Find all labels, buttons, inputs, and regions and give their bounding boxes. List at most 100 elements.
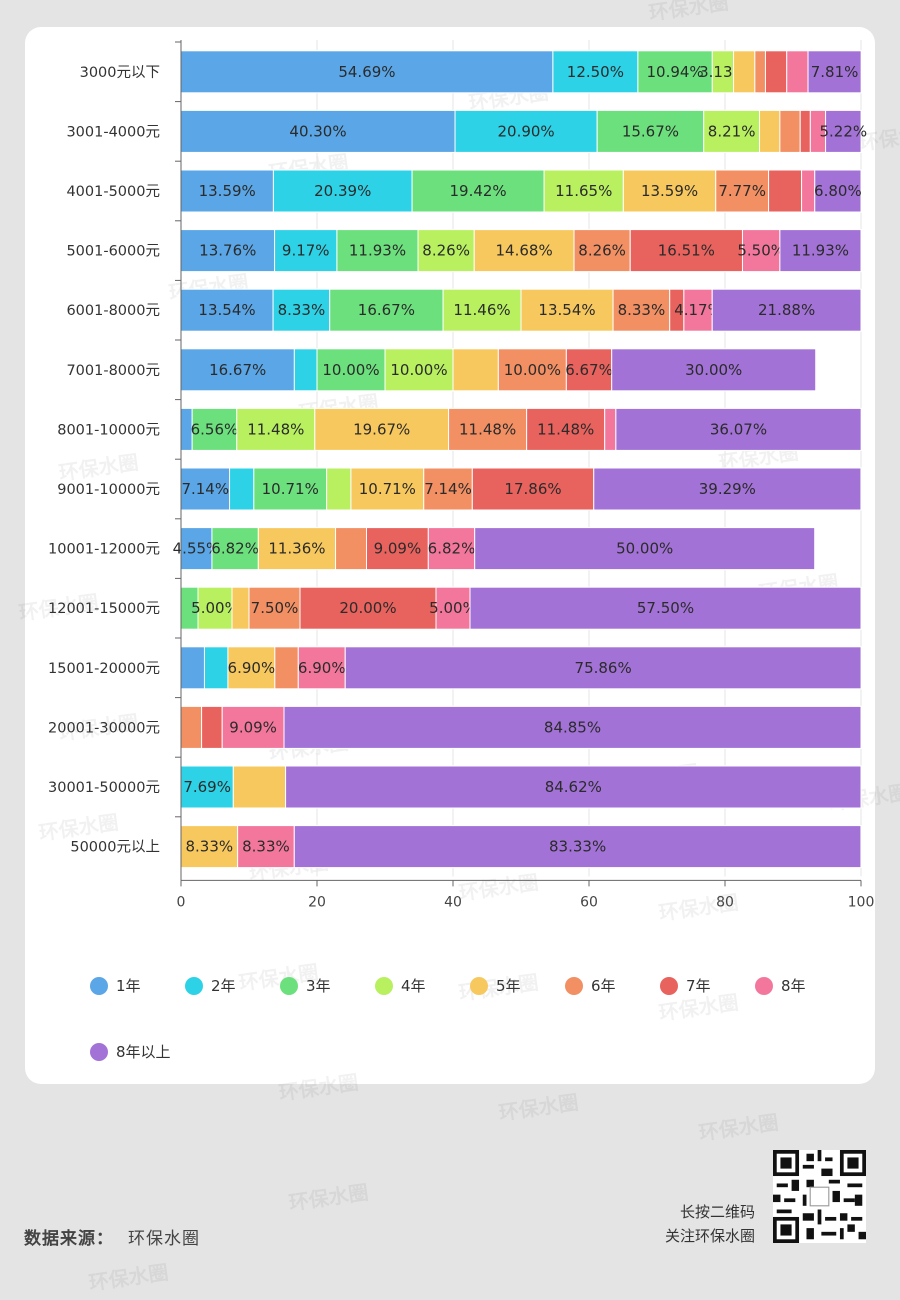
legend-item[interactable]: 2年 [185,975,236,996]
bar-segment[interactable] [350,467,425,511]
bar-segment[interactable] [814,169,862,213]
bar-segment[interactable] [764,50,788,94]
legend-item[interactable]: 8年 [755,975,806,996]
bar-segment[interactable] [442,288,522,332]
bar-segment[interactable] [274,646,299,690]
bar-segment[interactable] [314,407,450,451]
bar-segment[interactable] [180,646,205,690]
bar-segment[interactable] [573,229,631,273]
bar-segment[interactable] [452,348,499,392]
bar-segment[interactable] [471,467,595,511]
bar-segment[interactable] [203,646,229,690]
bar-segment[interactable] [612,288,671,332]
bar-segment[interactable] [211,527,259,571]
bar-segment[interactable] [683,288,713,332]
bar-segment[interactable] [272,288,331,332]
bar-segment[interactable] [417,229,475,273]
bar-segment[interactable] [180,765,234,809]
bar-segment[interactable] [272,169,413,213]
bar-segment[interactable] [274,229,338,273]
bar-segment[interactable] [543,169,624,213]
legend-item[interactable]: 1年 [90,975,141,996]
bar-segment[interactable] [615,407,862,451]
bar-segment[interactable] [285,765,862,809]
bar-segment[interactable] [565,348,613,392]
bar-segment[interactable] [231,586,250,630]
bar-segment[interactable] [237,825,295,869]
bar-segment[interactable] [344,646,862,690]
legend-item[interactable]: 8年以上 [90,1041,171,1062]
bar-segment[interactable] [180,288,274,332]
bar-segment[interactable] [733,50,756,94]
bar-segment[interactable] [454,109,598,153]
bar-segment[interactable] [741,229,781,273]
bar-segment[interactable] [257,527,337,571]
bar-segment[interactable] [469,586,862,630]
bar-segment[interactable] [229,467,255,511]
bar-segment[interactable] [801,169,816,213]
bar-segment[interactable] [253,467,328,511]
bar-segment[interactable] [366,527,429,571]
bar-segment[interactable] [474,527,816,571]
bar-segment[interactable] [448,407,528,451]
bar-segment[interactable] [411,169,545,213]
bar-segment[interactable] [611,348,817,392]
bar-segment[interactable] [703,109,761,153]
bar-segment[interactable] [520,288,614,332]
bar-segment[interactable] [593,467,862,511]
legend-label: 8年 [781,977,806,995]
bar-segment[interactable] [497,348,567,392]
bar-segment[interactable] [336,229,419,273]
bar-segment[interactable] [786,50,809,94]
bar-segment[interactable] [799,109,811,153]
bar-segment[interactable] [248,586,301,630]
bar-segment[interactable] [779,109,801,153]
bar-segment[interactable] [221,705,285,749]
bar-segment[interactable] [293,348,318,392]
bar-segment[interactable] [232,765,287,809]
bar-segment[interactable] [180,109,456,153]
bar-segment[interactable] [180,229,276,273]
bar-segment[interactable] [227,646,276,690]
bar-segment[interactable] [297,646,346,690]
bar-segment[interactable] [423,467,473,511]
bar-segment[interactable] [779,229,862,273]
bar-segment[interactable] [825,109,862,153]
bar-segment[interactable] [622,169,717,213]
bar-segment[interactable] [759,109,781,153]
bar-segment[interactable] [180,348,295,392]
legend-item[interactable]: 3年 [280,975,331,996]
bar-segment[interactable] [807,50,862,94]
bar-segment[interactable] [316,348,386,392]
bar-segment[interactable] [335,527,368,571]
bar-segment[interactable] [283,705,862,749]
bar-segment[interactable] [711,288,862,332]
qr-code-icon[interactable] [773,1150,866,1243]
bar-segment[interactable] [526,407,606,451]
bar-segment[interactable] [197,586,233,630]
legend-swatch [280,976,298,995]
bar-segment[interactable] [604,407,617,451]
bar-segment[interactable] [596,109,705,153]
bar-segment[interactable] [754,50,766,94]
bar-segment[interactable] [768,169,803,213]
bar-segment[interactable] [180,169,274,213]
legend-item[interactable]: 7年 [660,975,711,996]
bar-segment[interactable] [427,527,476,571]
legend-item[interactable]: 5年 [470,975,521,996]
bar-segment[interactable] [191,407,238,451]
bar-segment[interactable] [637,50,713,94]
bar-segment[interactable] [180,825,239,869]
bar-segment[interactable] [326,467,352,511]
bar-segment[interactable] [180,705,203,749]
bar-segment[interactable] [201,705,223,749]
bar-segment[interactable] [293,825,862,869]
legend-item[interactable]: 6年 [565,975,616,996]
bar-segment[interactable] [552,50,639,94]
bar-segment[interactable] [384,348,454,392]
legend-item[interactable]: 4年 [375,975,426,996]
bar-segment[interactable] [299,586,437,630]
category-label: 15001-20000元 [48,661,160,677]
bar-segment[interactable] [180,50,554,94]
bar-segment[interactable] [435,586,471,630]
